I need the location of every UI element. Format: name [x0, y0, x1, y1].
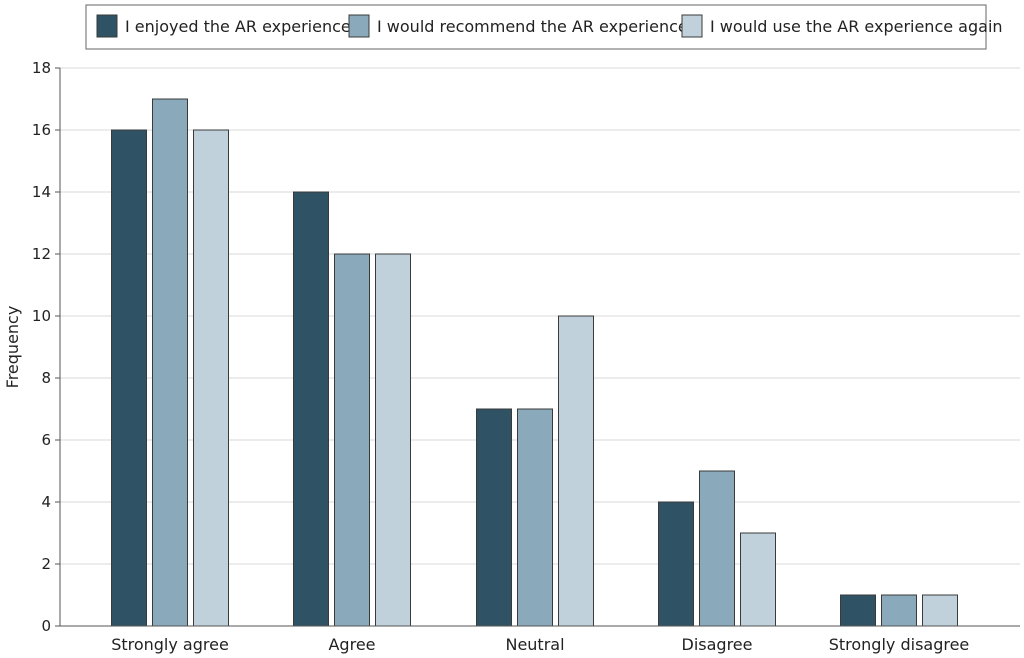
bar: [517, 408, 553, 627]
x-category-label: Strongly agree: [111, 635, 229, 654]
legend-label: I would use the AR experience again: [710, 17, 1003, 36]
legend-swatch: [96, 14, 118, 38]
axes: [59, 68, 1020, 627]
legend: I enjoyed the AR experience I would recom…: [85, 4, 1003, 50]
bar: [840, 594, 876, 627]
y-tick-label: 18: [32, 59, 51, 77]
bar: [658, 501, 694, 627]
x-category-label: Agree: [328, 635, 375, 654]
y-tick-labels: 0 2 4 6 8 10 12 14 16 18: [32, 59, 60, 635]
bar: [152, 98, 188, 627]
y-tick-label: 8: [41, 369, 51, 387]
bars: [111, 98, 958, 627]
bar: [922, 594, 958, 627]
y-tick-label: 10: [32, 307, 51, 325]
x-category-label: Disagree: [682, 635, 753, 654]
x-category-label: Strongly disagree: [829, 635, 970, 654]
y-tick-label: 0: [41, 617, 51, 635]
y-tick-label: 16: [32, 121, 51, 139]
bar: [476, 408, 512, 627]
bar: [111, 129, 147, 627]
bar: [740, 532, 776, 627]
bar: [881, 594, 917, 627]
legend-swatch: [348, 14, 370, 38]
y-tick-label: 4: [41, 493, 51, 511]
y-axis-label: Frequency: [3, 306, 22, 389]
bar: [699, 470, 735, 627]
y-tick-label: 6: [41, 431, 51, 449]
bar: [193, 129, 229, 627]
bar: [375, 253, 411, 627]
x-category-label: Neutral: [505, 635, 564, 654]
y-tick-label: 2: [41, 555, 51, 573]
legend-frame: [85, 4, 987, 50]
x-category-labels: Strongly agree Agree Neutral Disagree Strong…: [111, 635, 969, 654]
bar: [558, 315, 594, 627]
legend-label: I would recommend the AR experience: [377, 17, 688, 36]
bar: [334, 253, 370, 627]
legend-label: I enjoyed the AR experience: [125, 17, 351, 36]
y-tick-label: 12: [32, 245, 51, 263]
legend-swatch: [681, 14, 703, 38]
bar: [293, 191, 329, 627]
y-tick-label: 14: [32, 183, 51, 201]
